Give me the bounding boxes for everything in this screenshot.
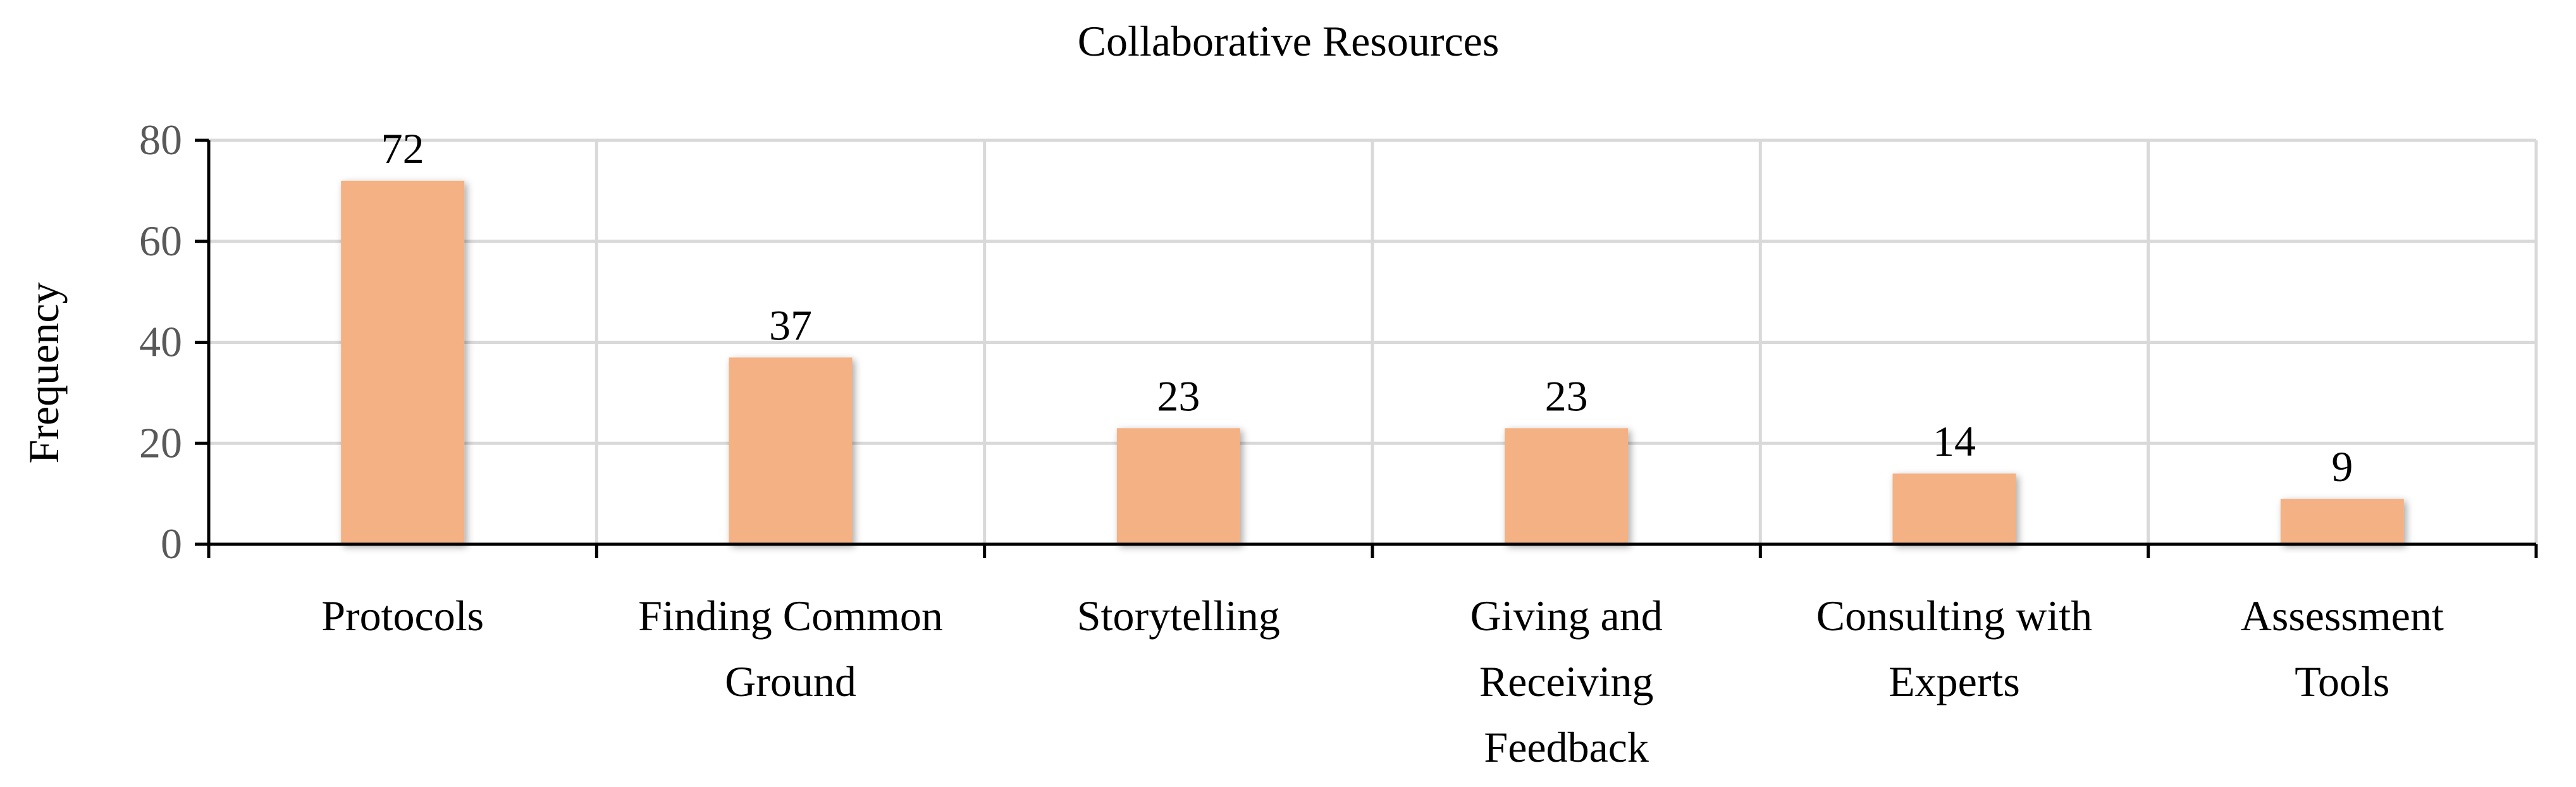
data-label: 23 <box>1545 372 1588 420</box>
x-tick-label-line: Experts <box>1889 657 2020 705</box>
x-tick-label: Consulting with Experts <box>1816 592 2092 705</box>
x-tick-label-line: Receiving <box>1479 657 1654 705</box>
x-tick-label: Storytelling <box>1077 592 1280 640</box>
bar <box>729 357 853 544</box>
y-tick-label: 80 <box>139 116 182 164</box>
x-tick-label-line: Feedback <box>1484 723 1649 771</box>
bar <box>1892 473 2016 544</box>
x-tick-label-line: Storytelling <box>1077 592 1280 640</box>
x-tick-label-line: Protocols <box>321 592 484 640</box>
x-tick-label-line: Tools <box>2295 657 2389 705</box>
data-label: 72 <box>381 125 424 173</box>
data-labels: 72 37 23 23 14 9 <box>381 125 2353 491</box>
data-label: 23 <box>1157 372 1200 420</box>
x-tick-label: Giving and Receiving Feedback <box>1470 592 1663 771</box>
x-tick-labels: Protocols Finding Common Ground Storytellin… <box>321 592 2444 771</box>
y-tick-label: 40 <box>139 318 182 366</box>
bar <box>1116 428 1240 544</box>
x-tick-label: Assessment Tools <box>2241 592 2444 705</box>
y-tick-label: 60 <box>139 217 182 265</box>
y-tick-label: 0 <box>161 520 182 568</box>
data-label: 37 <box>769 301 812 349</box>
bar <box>2280 499 2404 544</box>
x-tick-label-line: Consulting with <box>1816 592 2092 640</box>
y-tick-label: 20 <box>139 418 182 467</box>
bars <box>341 180 2404 544</box>
x-tick-label-line: Finding Common <box>638 592 943 640</box>
axes <box>195 138 2538 558</box>
bar <box>341 180 465 544</box>
data-label: 9 <box>2331 442 2353 491</box>
x-tick-label-line: Giving and <box>1470 592 1663 640</box>
x-tick-label: Finding Common Ground <box>638 592 943 705</box>
x-tick-label-line: Assessment <box>2241 592 2444 640</box>
grid-lines <box>209 138 2538 544</box>
x-tick-label: Protocols <box>321 592 484 640</box>
data-label: 14 <box>1933 417 1976 465</box>
chart-title: Collaborative Resources <box>1078 17 1500 65</box>
y-tick-labels: 0 20 40 60 80 <box>139 116 182 568</box>
x-tick-label-line: Ground <box>725 657 856 705</box>
bar <box>1505 428 1629 544</box>
y-axis-label: Frequency <box>20 282 68 463</box>
